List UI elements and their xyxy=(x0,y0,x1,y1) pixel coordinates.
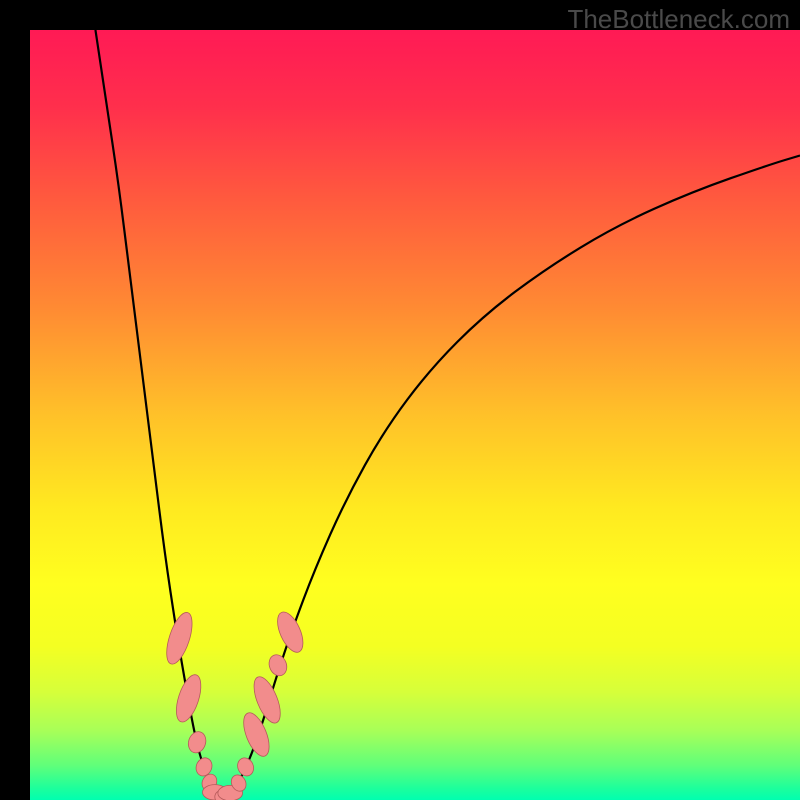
chart-svg xyxy=(30,30,800,800)
gradient-background xyxy=(30,30,800,800)
watermark-text: TheBottleneck.com xyxy=(567,4,790,35)
plot-area xyxy=(30,30,800,800)
chart-container: TheBottleneck.com xyxy=(0,0,800,800)
